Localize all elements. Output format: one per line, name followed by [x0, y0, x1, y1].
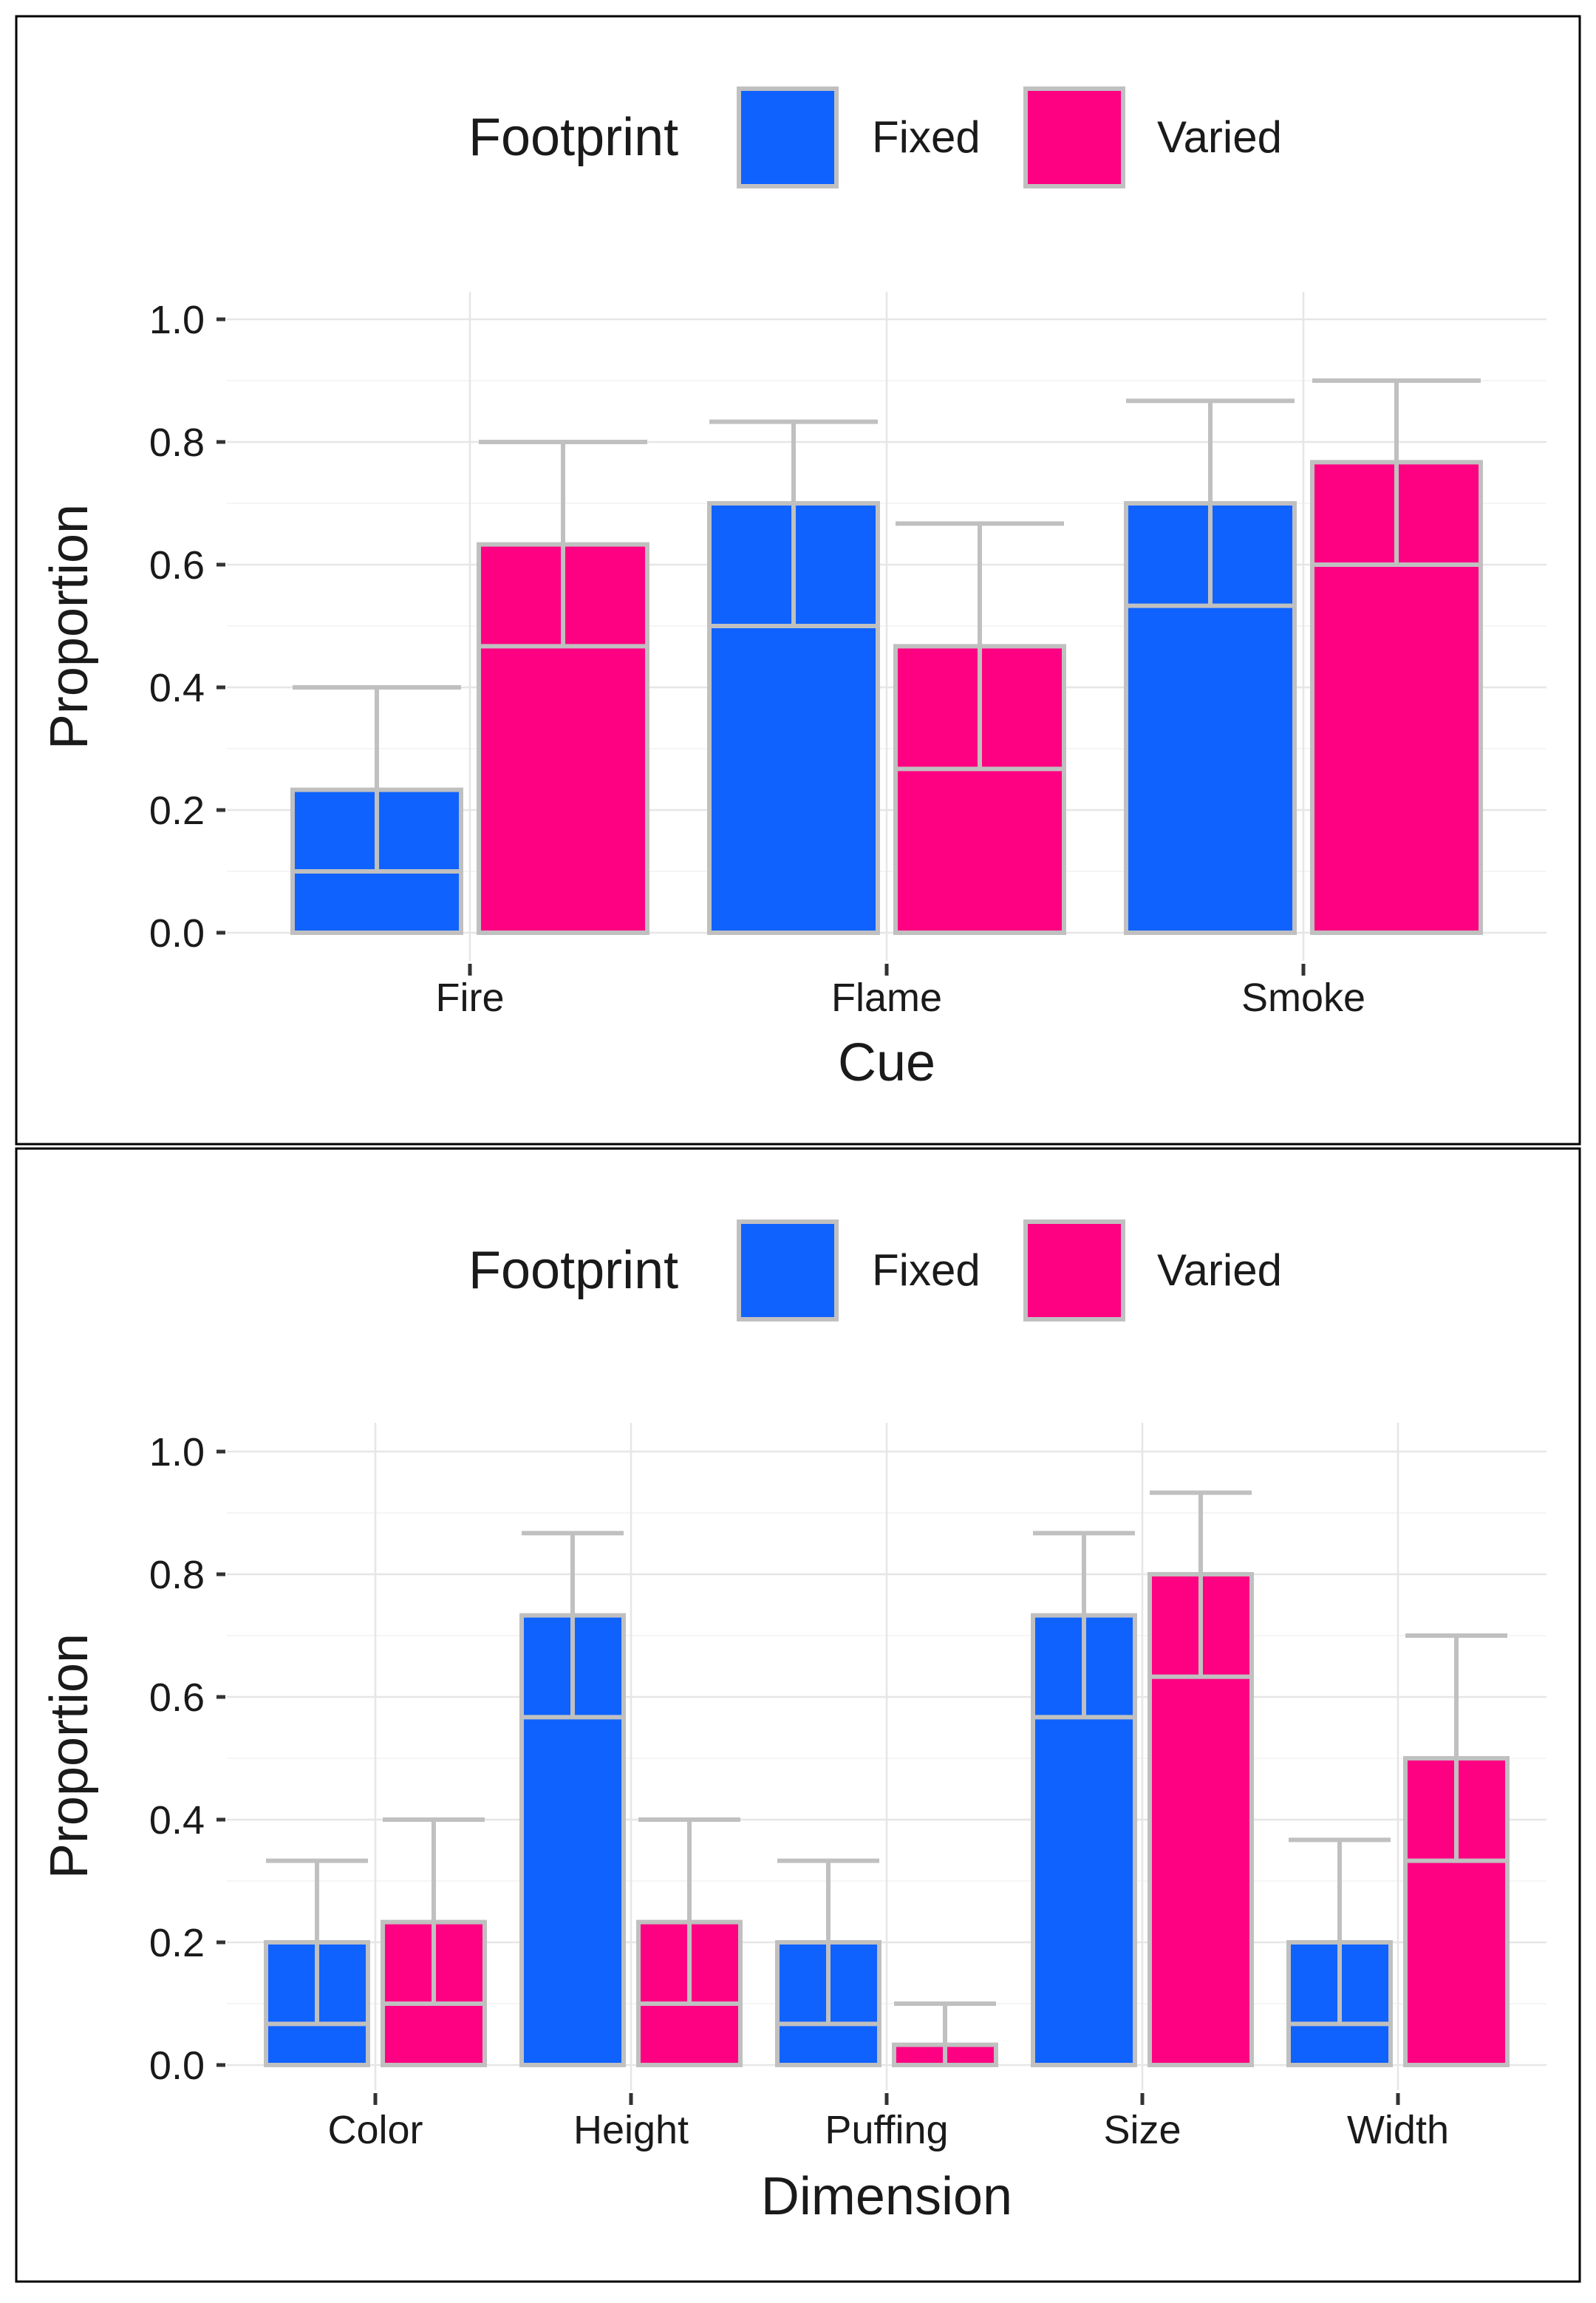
chart-panel-1: 0.0 0.2 0.4 0.6 0.8 1.0 Fire Flame Smoke Cue Propo… — [15, 15, 1581, 1146]
x-tick-label: Smoke — [1241, 976, 1365, 1020]
y-tick-label: 0.6 — [149, 1676, 205, 1720]
legend: Footprint Fixed Varied — [468, 1219, 1282, 1321]
legend-title: Footprint — [468, 108, 678, 167]
error-bar-fixed-smoke — [1126, 398, 1295, 608]
x-tick-label: Width — [1347, 2108, 1449, 2152]
bar-fixed-height — [519, 1613, 626, 2068]
legend-swatch-varied — [1023, 1219, 1125, 1321]
y-axis: 0.0 0.2 0.4 0.6 0.8 1.0 — [149, 298, 225, 956]
error-bar-fixed-flame — [709, 419, 878, 628]
bar-varied-width — [1403, 1756, 1510, 2067]
legend-label-varied: Varied — [1157, 1245, 1282, 1295]
error-bar-varied-puffing — [894, 2001, 996, 2067]
bars — [290, 378, 1483, 935]
error-bar-varied-height — [638, 1817, 740, 2006]
legend-swatch-fixed — [737, 1219, 839, 1321]
y-tick-label: 0.8 — [149, 1553, 205, 1597]
x-tick-label: Color — [327, 2108, 423, 2152]
error-bar-fixed-fire — [293, 685, 461, 874]
y-tick-label: 0.4 — [149, 1798, 205, 1843]
legend-label-varied: Varied — [1157, 112, 1282, 162]
y-axis-title: Proportion — [40, 504, 99, 749]
y-axis: 0.0 0.2 0.4 0.6 0.8 1.0 — [149, 1430, 225, 2088]
x-axis: Color Height Puffing Size Width — [327, 2093, 1449, 2152]
error-bar-varied-flame — [896, 521, 1064, 772]
x-tick-label: Fire — [436, 976, 505, 1020]
y-tick-label: 0.2 — [149, 1921, 205, 1965]
x-axis: Fire Flame Smoke — [436, 964, 1365, 1020]
x-tick-label: Height — [573, 2108, 689, 2152]
x-axis-title: Dimension — [761, 2167, 1012, 2226]
x-tick-label: Size — [1103, 2108, 1181, 2152]
y-tick-label: 1.0 — [149, 1430, 205, 1474]
legend-swatch-fixed — [737, 86, 839, 188]
x-tick-label: Puffing — [825, 2108, 948, 2152]
bars — [264, 1490, 1510, 2068]
y-tick-label: 0.0 — [149, 2044, 205, 2088]
chart-panel-2: 0.0 0.2 0.4 0.6 0.8 1.0 Color Height Puffing Size… — [15, 1147, 1581, 2283]
x-axis-title: Cue — [838, 1033, 935, 1092]
legend-title: Footprint — [468, 1241, 678, 1300]
error-bar-varied-width — [1405, 1633, 1507, 1863]
y-tick-label: 0.6 — [149, 543, 205, 588]
x-tick-label: Flame — [831, 976, 942, 1020]
legend-label-fixed: Fixed — [872, 1245, 981, 1295]
error-bar-fixed-puffing — [777, 1858, 879, 2027]
error-bar-varied-size — [1150, 1490, 1252, 1679]
legend-swatch-varied — [1023, 86, 1125, 188]
y-tick-label: 0.8 — [149, 421, 205, 465]
error-bar-varied-fire — [479, 440, 647, 649]
error-bar-varied-smoke — [1312, 378, 1481, 567]
y-tick-label: 1.0 — [149, 298, 205, 342]
error-bar-fixed-color — [266, 1858, 368, 2027]
y-tick-label: 0.4 — [149, 666, 205, 710]
legend-label-fixed: Fixed — [872, 112, 981, 162]
y-axis-title: Proportion — [40, 1633, 99, 1879]
y-tick-label: 0.2 — [149, 789, 205, 833]
error-bar-fixed-width — [1289, 1837, 1391, 2027]
y-tick-label: 0.0 — [149, 911, 205, 956]
legend: Footprint Fixed Varied — [468, 86, 1282, 188]
panel-border — [15, 1147, 1581, 2283]
error-bar-varied-color — [383, 1817, 485, 2006]
error-bar-fixed-size — [1033, 1531, 1135, 1720]
error-bar-fixed-height — [522, 1531, 624, 1720]
